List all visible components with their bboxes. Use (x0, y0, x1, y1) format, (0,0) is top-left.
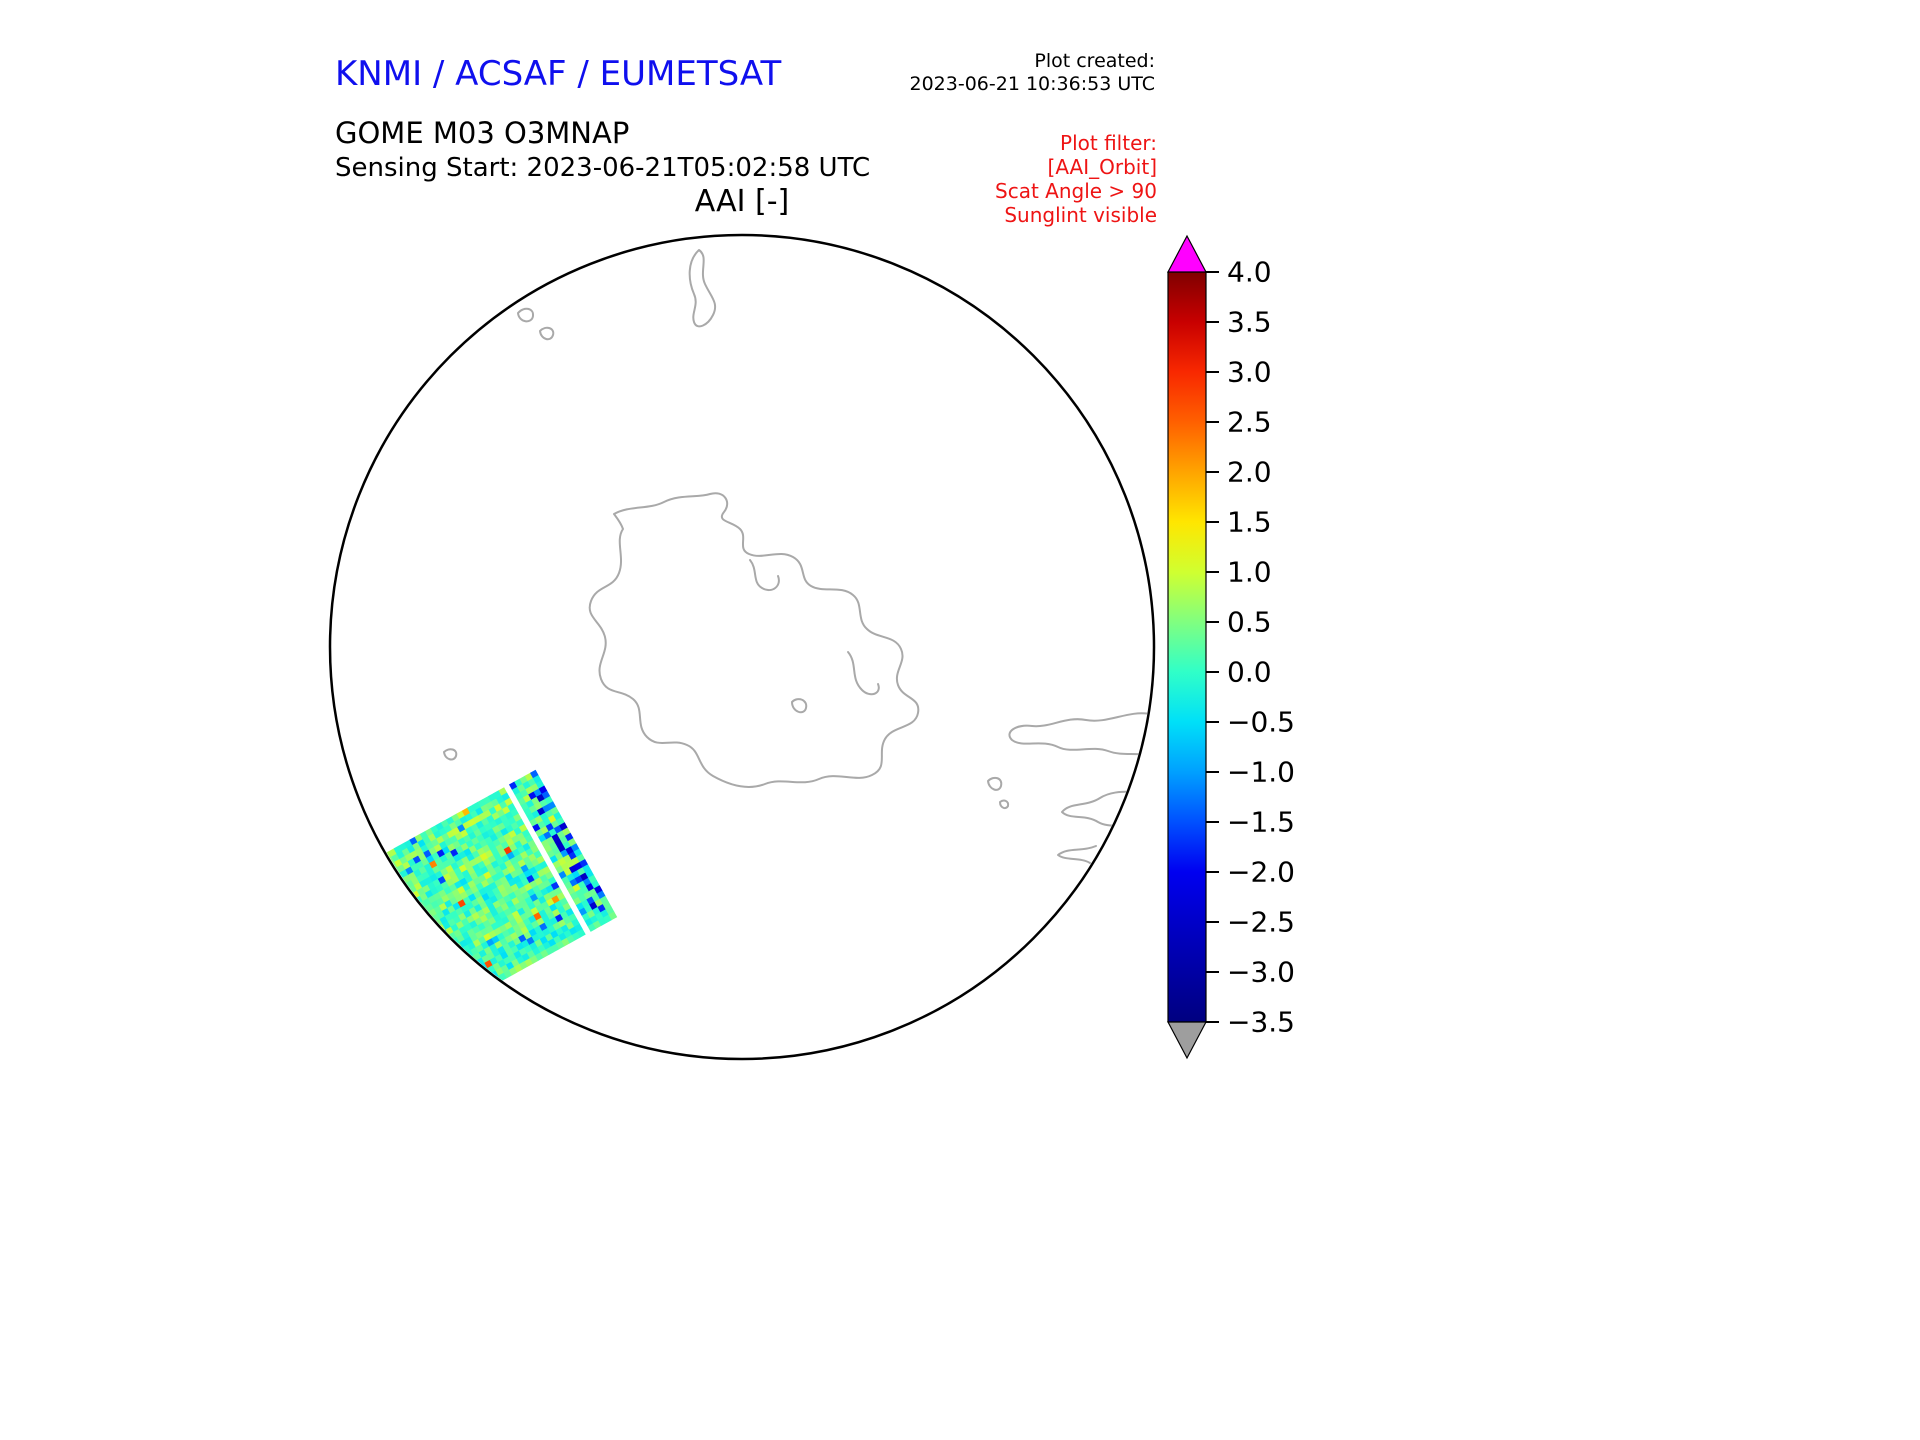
colorbar-tick-label: −1.0 (1227, 756, 1295, 789)
colorbar: 4.0 3.5 3.0 2.5 2.0 1.5 1.0 0.5 0.0 −0.5 −1.0 −1.5 −… (1167, 234, 1295, 1060)
plot-filter-label: Plot filter: (1060, 131, 1157, 155)
island-coastline (443, 748, 458, 761)
colorbar-tick-label: −3.5 (1227, 1006, 1295, 1039)
plot-created-value: 2023-06-21 10:36:53 UTC (909, 73, 1156, 95)
colorbar-tick-label: 1.0 (1227, 556, 1272, 589)
polar-map-outline (328, 233, 1156, 1061)
coastlines-group (443, 249, 1153, 864)
colorbar-under-arrow (1167, 1021, 1207, 1060)
colorbar-tick-label: 3.5 (1227, 306, 1272, 339)
plot-filter-line: Sunglint visible (1004, 203, 1157, 227)
colorbar-tick-label: 0.5 (1227, 606, 1272, 639)
plot-created-block: Plot created: 2023-06-21 10:36:53 UTC (910, 50, 1156, 96)
antarctica-coast-detail (749, 559, 780, 592)
colorbar-tick-label: 1.5 (1227, 506, 1272, 539)
colorbar-tick-label: 3.0 (1227, 356, 1272, 389)
colorbar-tick-label: −0.5 (1227, 706, 1295, 739)
colorbar-over-arrow (1167, 234, 1207, 273)
island-coastline (999, 799, 1010, 810)
plot-filter-line: Scat Angle > 90 (995, 179, 1157, 203)
sensing-start-line: Sensing Start: 2023-06-21T05:02:58 UTC (335, 153, 871, 183)
south-america-coastline (1008, 712, 1151, 758)
colorbar-tick-label: 4.0 (1227, 256, 1272, 289)
south-america-coastline (1061, 789, 1153, 837)
colorbar-tick-label: −3.0 (1227, 956, 1295, 989)
island-coastline (517, 307, 535, 323)
plot-filter-line: [AAI_Orbit] (1047, 155, 1157, 179)
plot-title: AAI [-] (694, 184, 790, 219)
island-coastline (791, 698, 808, 714)
colorbar-tick-label: −2.5 (1227, 906, 1295, 939)
colorbar-tick-label: −2.0 (1227, 856, 1295, 889)
colorbar-bar (1167, 271, 1207, 1023)
island-coastline (987, 776, 1003, 791)
instrument-title: GOME M03 O3MNAP (335, 116, 630, 150)
island-coastline (688, 249, 717, 328)
colorbar-tick-label: 0.0 (1227, 656, 1272, 689)
plot-created-label: Plot created: (1034, 50, 1155, 72)
island-coastline (539, 326, 555, 341)
colorbar-tick-label: −1.5 (1227, 806, 1295, 839)
colorbar-tick-label: 2.5 (1227, 406, 1272, 439)
antarctica-coastline (588, 492, 920, 788)
south-america-coastline (1057, 845, 1097, 864)
antarctica-coast-detail (847, 651, 880, 696)
plot-filter-block: Plot filter: [AAI_Orbit] Scat Angle > 90… (995, 131, 1157, 227)
colorbar-tick-label: 2.0 (1227, 456, 1272, 489)
agency-title: KNMI / ACSAF / EUMETSAT (335, 54, 782, 94)
